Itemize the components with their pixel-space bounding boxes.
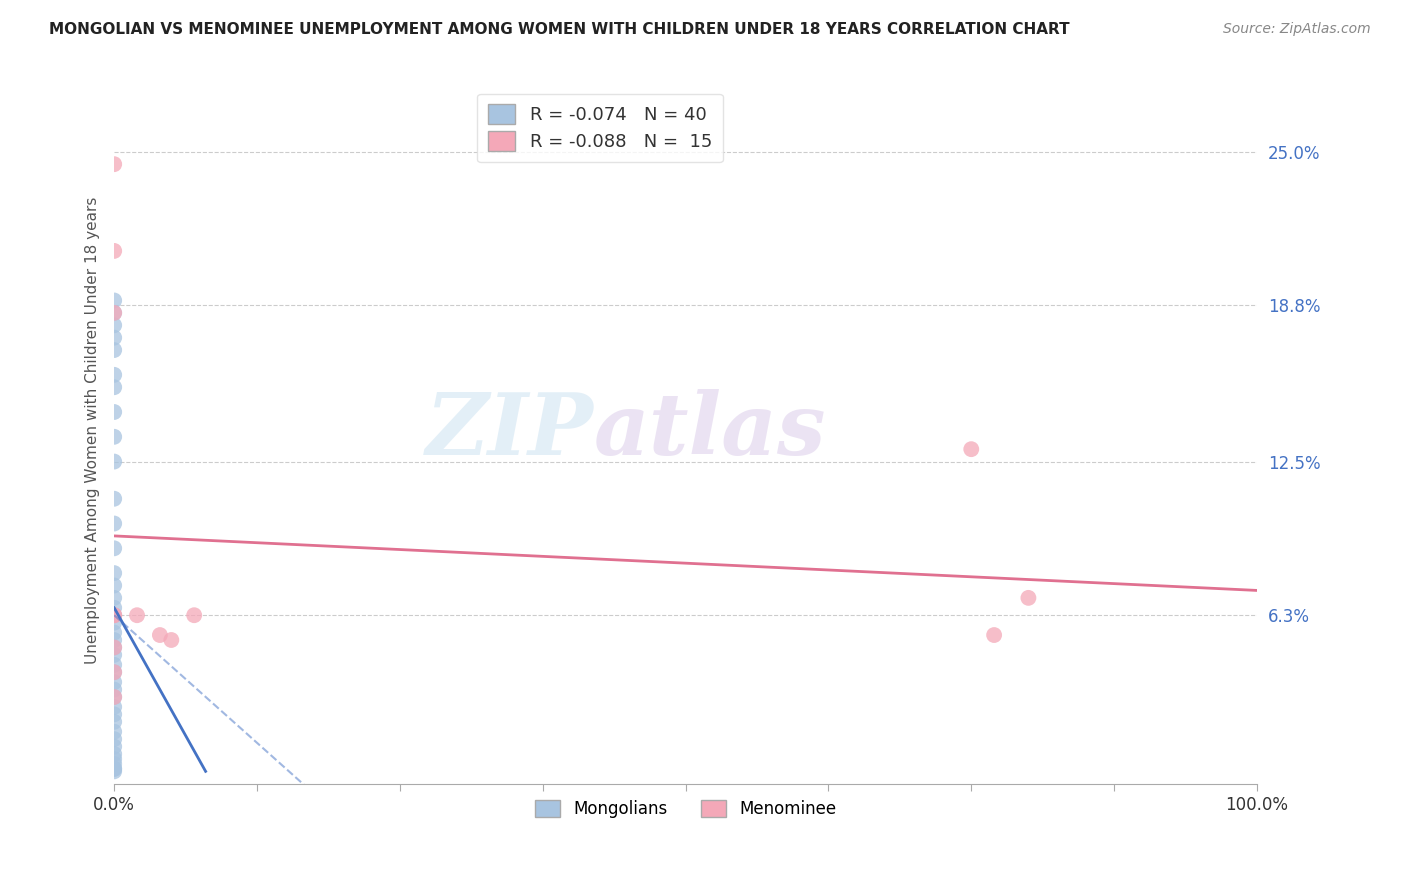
- Y-axis label: Unemployment Among Women with Children Under 18 years: Unemployment Among Women with Children U…: [86, 197, 100, 665]
- Point: [103, 380, 125, 394]
- Point: [103, 732, 125, 747]
- Point: [125, 608, 148, 623]
- Point: [103, 657, 125, 672]
- Point: [103, 764, 125, 779]
- Text: 0.0%: 0.0%: [93, 797, 135, 814]
- Point: [183, 608, 205, 623]
- Point: [103, 762, 125, 776]
- Point: [103, 331, 125, 345]
- Point: [103, 368, 125, 382]
- Point: [103, 640, 125, 655]
- Point: [103, 632, 125, 647]
- Point: [103, 665, 125, 680]
- Point: [103, 608, 125, 623]
- Point: [103, 491, 125, 506]
- Point: [103, 343, 125, 357]
- Point: [103, 600, 125, 615]
- Point: [103, 756, 125, 771]
- Text: 100.0%: 100.0%: [1226, 797, 1288, 814]
- Point: [103, 724, 125, 739]
- Point: [103, 566, 125, 580]
- Point: [103, 648, 125, 662]
- Point: [103, 625, 125, 640]
- Point: [103, 157, 125, 171]
- Point: [103, 293, 125, 308]
- Point: [103, 747, 125, 761]
- Point: [1017, 591, 1039, 605]
- Point: [103, 714, 125, 729]
- Point: [103, 682, 125, 697]
- Point: [103, 541, 125, 556]
- Point: [103, 430, 125, 444]
- Text: Source: ZipAtlas.com: Source: ZipAtlas.com: [1223, 22, 1371, 37]
- Point: [103, 306, 125, 320]
- Point: [103, 405, 125, 419]
- Point: [103, 640, 125, 655]
- Point: [103, 578, 125, 592]
- Point: [103, 306, 125, 320]
- Point: [103, 752, 125, 766]
- Text: atlas: atlas: [595, 389, 827, 473]
- Point: [103, 707, 125, 722]
- Point: [103, 690, 125, 704]
- Point: [960, 442, 983, 457]
- Point: [160, 632, 183, 647]
- Point: [983, 628, 1005, 642]
- Point: [103, 608, 125, 623]
- Point: [103, 762, 125, 776]
- Point: [103, 699, 125, 714]
- Point: [149, 628, 172, 642]
- Point: [103, 615, 125, 630]
- Point: [103, 739, 125, 754]
- Text: ZIP: ZIP: [426, 389, 595, 473]
- Point: [103, 675, 125, 690]
- Point: [103, 591, 125, 605]
- Point: [103, 665, 125, 680]
- Point: [103, 454, 125, 468]
- Text: MONGOLIAN VS MENOMINEE UNEMPLOYMENT AMONG WOMEN WITH CHILDREN UNDER 18 YEARS COR: MONGOLIAN VS MENOMINEE UNEMPLOYMENT AMON…: [49, 22, 1070, 37]
- Legend: Mongolians, Menominee: Mongolians, Menominee: [529, 793, 844, 825]
- Point: [103, 318, 125, 333]
- Point: [103, 690, 125, 704]
- Point: [103, 608, 125, 623]
- Point: [103, 244, 125, 258]
- Point: [103, 516, 125, 531]
